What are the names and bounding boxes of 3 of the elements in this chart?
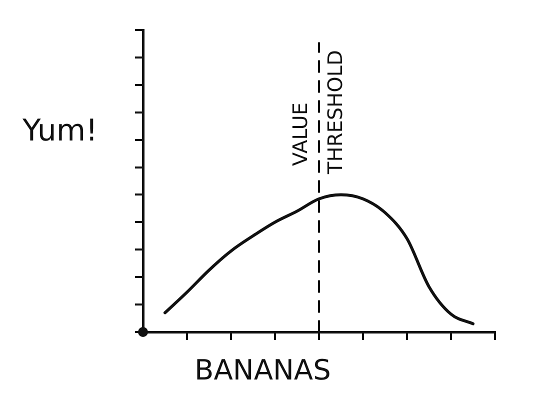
- y-axis-title: Yum!: [21, 113, 98, 148]
- x-axis-title: BANANAS: [194, 353, 331, 386]
- text: VALUE THRESHOLD: [288, 50, 348, 175]
